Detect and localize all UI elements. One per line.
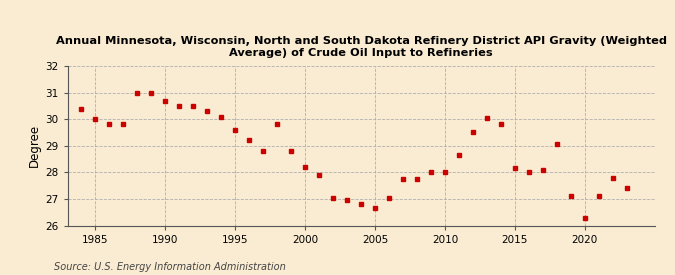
Title: Annual Minnesota, Wisconsin, North and South Dakota Refinery District API Gravit: Annual Minnesota, Wisconsin, North and S…: [55, 36, 667, 58]
Text: Source: U.S. Energy Information Administration: Source: U.S. Energy Information Administ…: [54, 262, 286, 272]
Y-axis label: Degree: Degree: [28, 124, 41, 167]
